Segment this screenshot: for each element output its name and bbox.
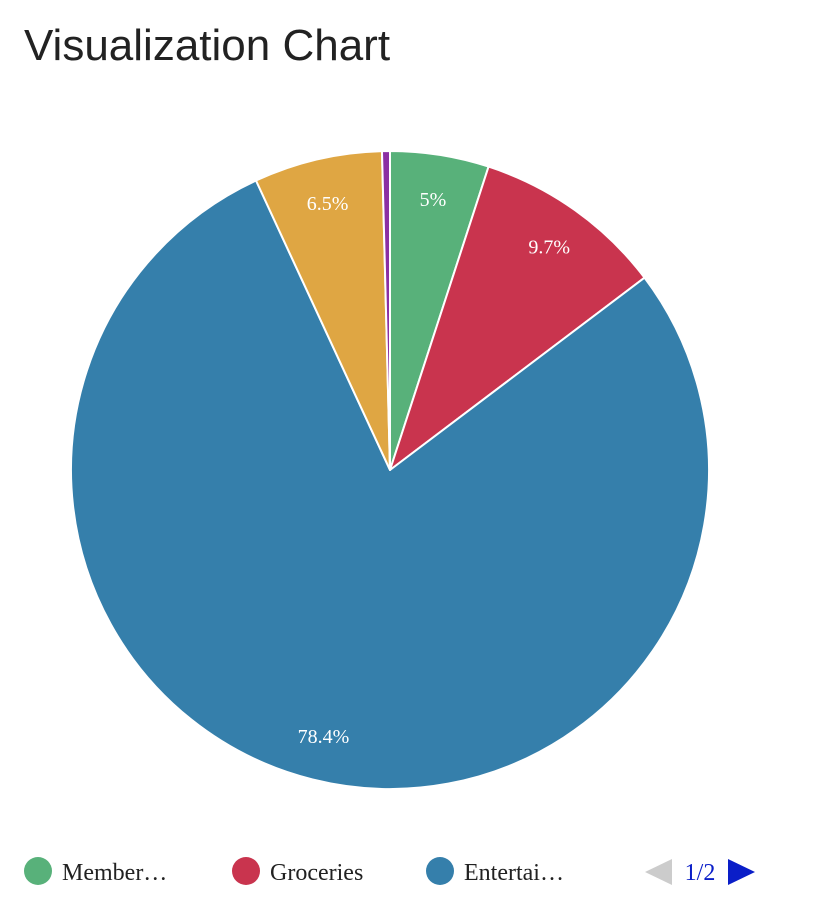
legend-item-2[interactable]: Groceries — [232, 857, 363, 886]
pie-slice-4[interactable] — [254, 150, 391, 471]
legend: Member… Groceries Entertai… — [24, 857, 564, 886]
legend-label: Entertai… — [464, 860, 564, 886]
legend-label: Groceries — [270, 860, 363, 886]
legend-pager: 1/2 — [645, 859, 755, 886]
pie-slice-labels: 5% 9.7% 78.4% 6.5% — [298, 189, 570, 748]
slice-label-2: 9.7% — [528, 237, 570, 259]
legend-item-3[interactable]: Entertai… — [426, 857, 564, 886]
legend-next-page-icon[interactable] — [728, 859, 755, 885]
slice-label-4: 6.5% — [307, 193, 349, 215]
legend-swatch — [232, 857, 260, 885]
legend-page-indicator: 1/2 — [685, 860, 716, 886]
pie-slice-2[interactable] — [389, 165, 646, 471]
page-title: Visualization Chart — [24, 21, 391, 70]
slice-label-3: 78.4% — [298, 726, 350, 748]
legend-swatch — [426, 857, 454, 885]
pie-slice-3[interactable] — [70, 179, 710, 790]
slice-label-1: 5% — [420, 189, 447, 211]
legend-label: Member… — [62, 860, 167, 886]
legend-swatch — [24, 857, 52, 885]
legend-item-1[interactable]: Member… — [24, 857, 167, 886]
pie-slices — [70, 149, 710, 790]
legend-prev-page-icon[interactable] — [645, 859, 672, 885]
pie-slice-5[interactable] — [380, 149, 391, 471]
